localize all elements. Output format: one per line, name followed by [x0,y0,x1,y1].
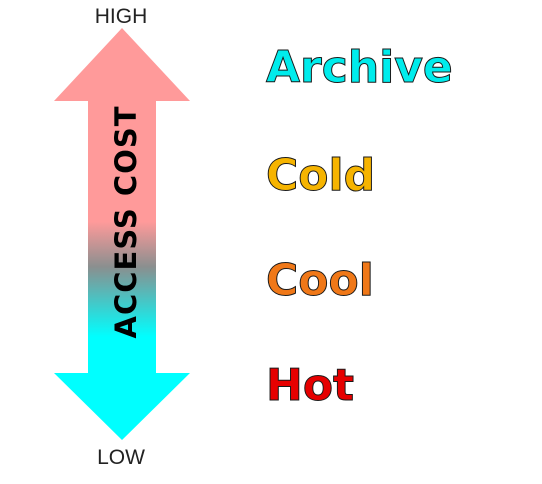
tier-hot: Hot [265,360,355,411]
low-label: LOW [97,446,145,469]
tier-cool: Cool [266,255,375,306]
double-headed-arrow [54,28,190,440]
access-cost-axis-title: ACCESS COST [109,105,143,339]
high-label: HIGH [94,5,148,28]
tier-cold: Cold [265,150,376,201]
tier-archive: Archive [266,42,454,93]
arrow-shape [54,28,190,440]
